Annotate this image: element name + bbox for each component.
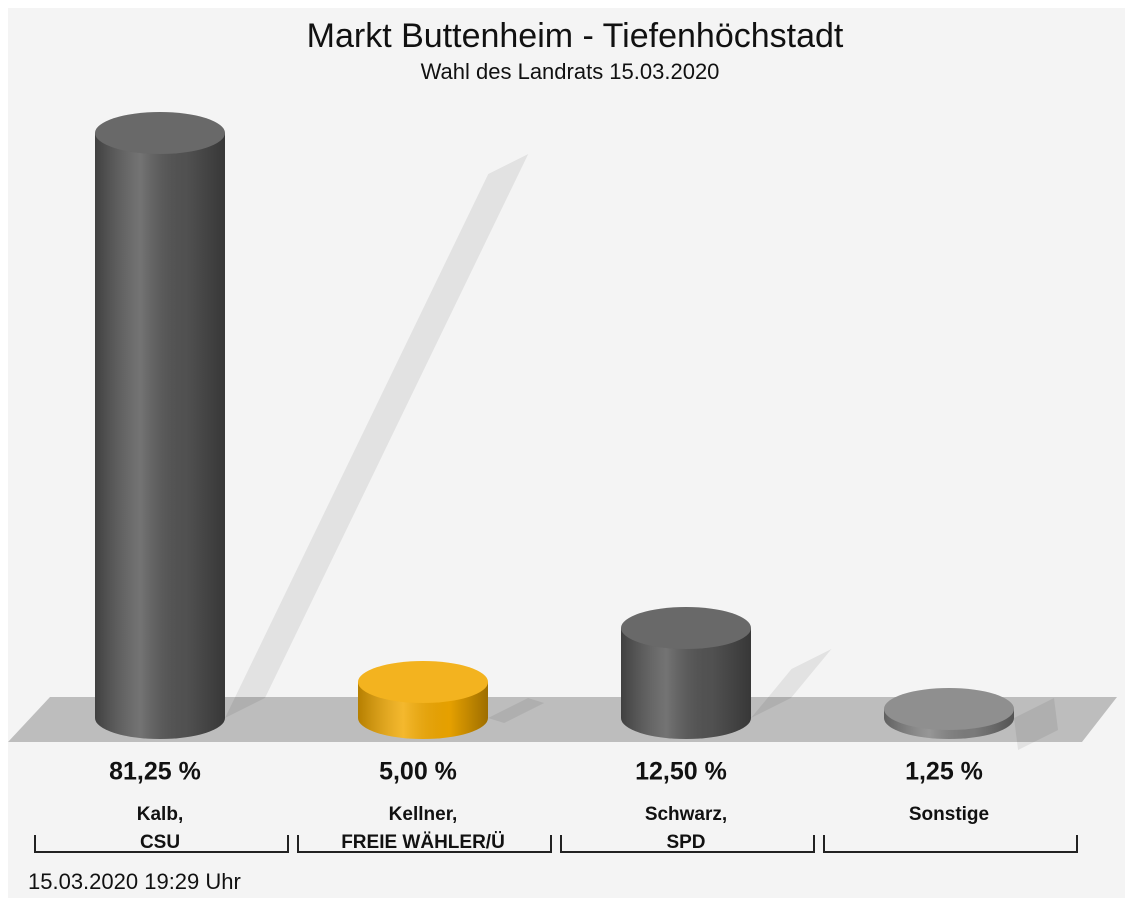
category-bracket xyxy=(560,835,815,853)
bar-shadow xyxy=(488,698,545,723)
bar-top-light xyxy=(358,661,488,703)
category-bracket xyxy=(823,835,1078,853)
bar-shadow xyxy=(1014,698,1059,750)
value-label: 1,25 % xyxy=(905,758,983,786)
bar-top-light xyxy=(95,112,225,154)
x-tick-label: SPD xyxy=(666,832,705,853)
value-label: 12,50 % xyxy=(635,758,727,786)
x-tick-label: FREIE WÄHLER/Ü xyxy=(341,832,505,853)
x-tick-label: CSU xyxy=(140,832,180,853)
chart-title: Markt Buttenheim - Tiefenhöchstadt xyxy=(307,17,844,55)
floor xyxy=(8,697,1117,742)
bar-top xyxy=(358,661,488,703)
bar-top xyxy=(621,607,751,649)
x-tick-label: Schwarz, xyxy=(645,804,727,825)
footer: 15.03.2020 19:29 Uhr xyxy=(28,869,241,894)
bar-shade xyxy=(95,133,225,718)
category-bracket xyxy=(297,835,552,853)
bar-shadow xyxy=(751,649,832,718)
bar-top xyxy=(884,688,1014,730)
x-tick-label: Kalb, xyxy=(137,804,183,825)
value-label: 5,00 % xyxy=(379,758,457,786)
x-tick-label: Kellner, xyxy=(389,804,458,825)
bar-top-light xyxy=(884,688,1014,730)
value-label: 81,25 % xyxy=(109,758,201,786)
category-bracket xyxy=(34,835,289,853)
bar-top xyxy=(95,112,225,154)
bar-shadow xyxy=(225,154,529,718)
chart-subtitle: Wahl des Landrats 15.03.2020 xyxy=(421,59,720,84)
x-tick-label: Sonstige xyxy=(909,804,989,825)
bar-top-light xyxy=(621,607,751,649)
